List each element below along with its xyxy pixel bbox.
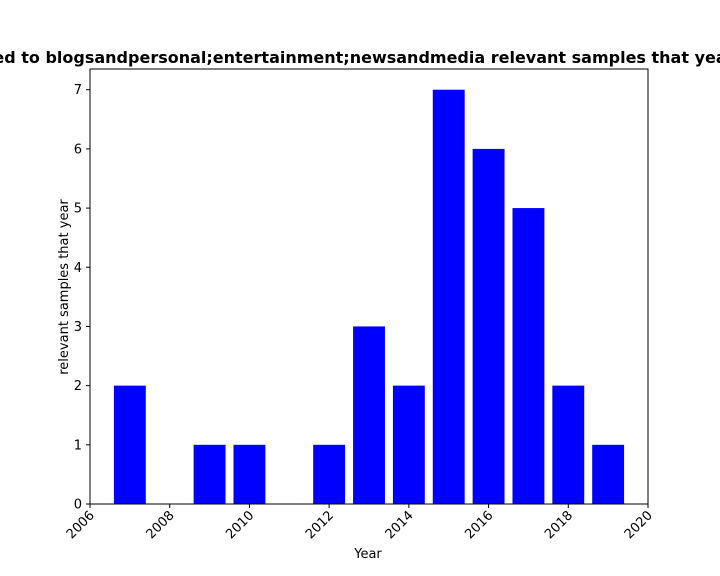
y-tick-label-1: 1 bbox=[74, 438, 82, 453]
bar-2018 bbox=[552, 385, 585, 504]
bar-2012 bbox=[313, 444, 346, 504]
y-axis-label: relevant samples that year bbox=[57, 199, 72, 375]
y-tick-label-7: 7 bbox=[74, 83, 82, 98]
x-tick-label-2016: 2016 bbox=[462, 508, 496, 542]
x-tick-label-2010: 2010 bbox=[223, 508, 257, 542]
x-tick-label-2014: 2014 bbox=[383, 508, 417, 542]
x-tick-label-2006: 2006 bbox=[64, 508, 98, 542]
bar-2015 bbox=[432, 89, 465, 505]
bar-2009 bbox=[193, 444, 226, 504]
y-tick-label-4: 4 bbox=[74, 261, 82, 276]
bar-2014 bbox=[392, 385, 425, 504]
bar-2007 bbox=[113, 385, 146, 504]
bar-2017 bbox=[512, 208, 545, 504]
x-tick-label-2020: 2020 bbox=[622, 508, 656, 542]
y-tick-label-6: 6 bbox=[74, 142, 82, 157]
y-tick-label-0: 0 bbox=[74, 498, 82, 513]
bar-2019 bbox=[592, 444, 625, 504]
x-tick-label-2008: 2008 bbox=[144, 508, 178, 542]
y-tick-label-3: 3 bbox=[74, 320, 82, 335]
x-tick-label-2012: 2012 bbox=[303, 508, 337, 542]
x-tick-label-2018: 2018 bbox=[542, 508, 576, 542]
bar-2016 bbox=[472, 148, 505, 504]
bar-2010 bbox=[233, 444, 266, 504]
y-tick-label-5: 5 bbox=[74, 202, 82, 217]
x-axis-label: Year bbox=[353, 547, 382, 562]
chart-title: ed to blogsandpersonal;entertainment;new… bbox=[0, 48, 720, 67]
y-tick-label-2: 2 bbox=[74, 379, 82, 394]
plot-frame bbox=[89, 68, 649, 505]
bar-2013 bbox=[353, 326, 385, 504]
